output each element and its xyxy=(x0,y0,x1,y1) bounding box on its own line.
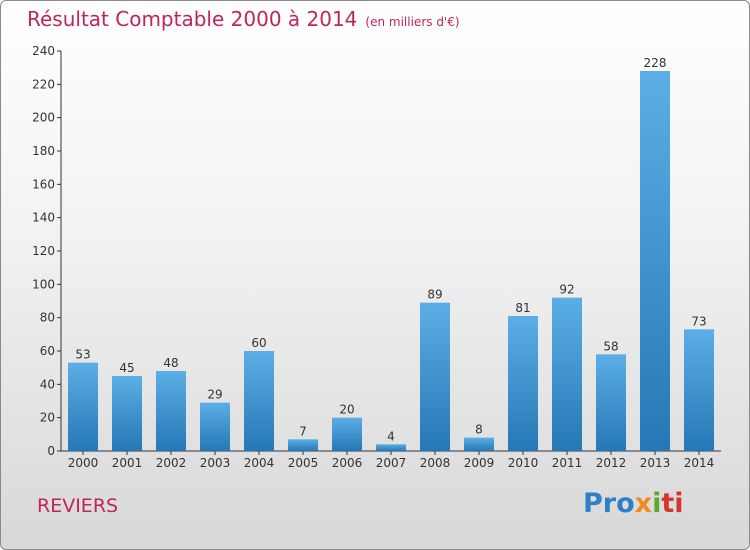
bar-2003 xyxy=(200,402,230,451)
bar-2004 xyxy=(244,351,274,451)
bar-2008 xyxy=(420,302,450,451)
x-tick-label-2007: 2007 xyxy=(376,456,407,470)
value-label-2010: 81 xyxy=(515,301,530,315)
logo-part-pro: Pro xyxy=(583,488,635,519)
y-tick-label: 220 xyxy=(32,77,55,91)
bars xyxy=(68,71,714,451)
value-label-2012: 58 xyxy=(603,339,618,353)
y-tick-label: 120 xyxy=(32,244,55,258)
commune-name: REVIERS xyxy=(37,495,119,517)
x-tick-label-2014: 2014 xyxy=(684,456,715,470)
bar-2006 xyxy=(332,417,362,451)
value-label-2000: 53 xyxy=(75,348,90,362)
y-tick-label: 180 xyxy=(32,144,55,158)
x-tick-label-2010: 2010 xyxy=(508,456,539,470)
y-tick-label: 40 xyxy=(40,377,55,391)
bar-2009 xyxy=(464,437,494,451)
bar-2001 xyxy=(112,376,142,451)
value-label-2004: 60 xyxy=(251,336,266,350)
y-tick-label: 200 xyxy=(32,111,55,125)
bar-2005 xyxy=(288,439,318,451)
logo-part-i: i xyxy=(652,488,662,519)
x-tick-label-2004: 2004 xyxy=(244,456,275,470)
labels: 5320004520014820022920036020047200520200… xyxy=(68,56,715,470)
bar-2013 xyxy=(640,71,670,451)
x-tick-label-2008: 2008 xyxy=(420,456,451,470)
bar-2002 xyxy=(156,371,186,451)
y-tick-label: 80 xyxy=(40,311,55,325)
x-tick-label-2000: 2000 xyxy=(68,456,99,470)
logo-part-x: x xyxy=(634,488,653,519)
chart-title-text: Résultat Comptable 2000 à 2014 xyxy=(27,7,358,31)
value-label-2001: 45 xyxy=(119,361,134,375)
y-tick-label: 100 xyxy=(32,277,55,291)
value-label-2005: 7 xyxy=(299,424,307,438)
x-tick-label-2009: 2009 xyxy=(464,456,495,470)
chart-subtitle: (en milliers d'€) xyxy=(365,15,460,29)
value-label-2014: 73 xyxy=(691,314,706,328)
value-label-2006: 20 xyxy=(339,403,354,417)
value-label-2003: 29 xyxy=(207,388,222,402)
y-tick-label: 140 xyxy=(32,211,55,225)
bar-2012 xyxy=(596,354,626,451)
bar-2014 xyxy=(684,329,714,451)
value-label-2009: 8 xyxy=(475,423,483,437)
bar-2000 xyxy=(68,362,98,451)
x-tick-label-2001: 2001 xyxy=(112,456,143,470)
x-tick-label-2006: 2006 xyxy=(332,456,363,470)
x-tick-label-2005: 2005 xyxy=(288,456,319,470)
proxiti-logo: Proxiti xyxy=(583,488,684,519)
value-label-2011: 92 xyxy=(559,283,574,297)
chart-title: Résultat Comptable 2000 à 2014 (en millie… xyxy=(27,7,460,31)
y-tick-label: 160 xyxy=(32,177,55,191)
x-tick-label-2012: 2012 xyxy=(596,456,627,470)
bar-2007 xyxy=(376,444,406,451)
x-tick-label-2011: 2011 xyxy=(552,456,583,470)
y-tick-label: 240 xyxy=(32,44,55,58)
x-tick-label-2002: 2002 xyxy=(156,456,187,470)
logo-part-ti: ti xyxy=(661,488,684,519)
value-label-2007: 4 xyxy=(387,429,395,443)
x-tick-label-2003: 2003 xyxy=(200,456,231,470)
value-label-2008: 89 xyxy=(427,288,442,302)
axes: 0 20 40 60 80 100 120 140 160 180 200 220 240 xyxy=(32,44,721,458)
y-tick-label: 60 xyxy=(40,344,55,358)
value-label-2002: 48 xyxy=(163,356,178,370)
value-label-2013: 228 xyxy=(644,56,667,70)
bar-2011 xyxy=(552,297,582,451)
x-tick-label-2013: 2013 xyxy=(640,456,671,470)
y-tick-label: 0 xyxy=(47,444,55,458)
bar-2010 xyxy=(508,316,538,451)
y-tick-label: 20 xyxy=(40,411,55,425)
